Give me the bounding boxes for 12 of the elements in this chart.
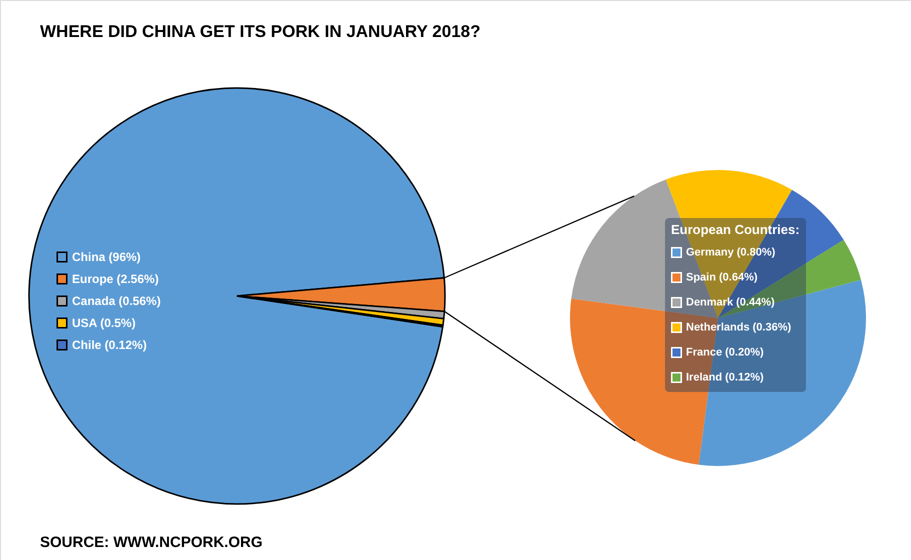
legend-label: Germany (0.80%): [686, 246, 776, 258]
legend-label: USA (0.5%): [72, 316, 136, 330]
legend-label: China (96%): [72, 250, 141, 264]
chart-title: WHERE DID CHINA GET ITS PORK IN JANUARY 2018?: [40, 22, 480, 41]
legend-label: Canada (0.56%): [72, 294, 161, 308]
legend-label: France (0.20%): [686, 346, 764, 358]
legend-label: Ireland (0.12%): [686, 372, 764, 384]
source-note: SOURCE: WWW.NCPORK.ORG: [40, 534, 262, 551]
legend-title: European Countries:: [671, 222, 800, 237]
legend-label: Netherlands (0.36%): [686, 322, 792, 334]
legend-label: Europe (2.56%): [72, 272, 159, 286]
legend-label: Chile (0.12%): [72, 338, 147, 352]
